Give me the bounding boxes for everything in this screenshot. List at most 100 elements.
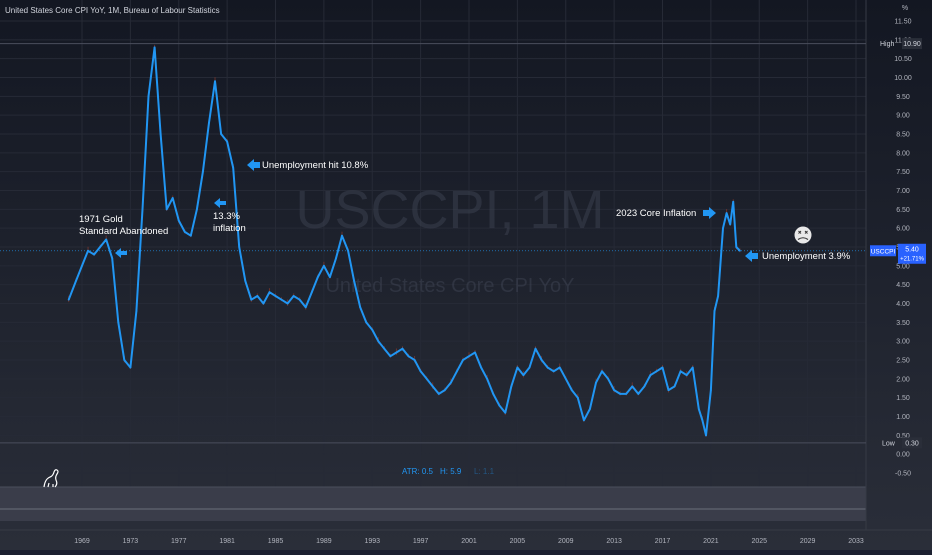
data-point xyxy=(280,298,283,301)
data-point xyxy=(335,257,337,260)
annotation-inflation[interactable]: 13.3% inflation xyxy=(213,211,246,234)
annotation-core-inflation-2023[interactable]: 2023 Core Inflation xyxy=(616,208,696,219)
data-point xyxy=(153,46,156,49)
y-tick-label: 1.00 xyxy=(896,414,910,421)
y-tick-label: 9.50 xyxy=(896,94,910,101)
data-point xyxy=(377,340,380,343)
data-point xyxy=(661,366,664,369)
y-tick-label: 0.50 xyxy=(896,433,910,440)
data-point xyxy=(347,249,349,252)
grid xyxy=(0,0,866,487)
y-tick-label: 6.00 xyxy=(896,226,910,233)
data-point xyxy=(147,95,150,98)
data-point xyxy=(425,377,428,380)
data-point xyxy=(165,208,168,211)
y-tick-label: 4.00 xyxy=(896,301,910,308)
data-point xyxy=(729,223,732,226)
data-point xyxy=(256,295,259,297)
x-tick-label: 1985 xyxy=(268,538,284,545)
data-point xyxy=(643,385,646,388)
data-point xyxy=(214,80,216,83)
time-axis[interactable]: 1969 1973 1977 1981 1985 1989 1993 1997 2001 2005… xyxy=(74,538,864,545)
data-point xyxy=(510,385,513,388)
annotation-gold[interactable]: 1971 Gold Standard Abandoned xyxy=(79,214,168,237)
arrow-right-icon xyxy=(703,207,716,219)
watermark-symbol: USCCPI, 1M xyxy=(295,180,604,240)
y-tick-label: 2.00 xyxy=(896,376,910,383)
indicator-high: H: 5.9 xyxy=(440,467,462,476)
data-point xyxy=(732,200,735,203)
annotation-unemployment-1980s[interactable]: Unemployment hit 10.8% xyxy=(262,160,369,171)
y-tick-label: 2.50 xyxy=(896,358,910,365)
arrow-left-icon xyxy=(247,159,260,171)
data-point xyxy=(504,411,507,414)
data-point xyxy=(93,253,95,256)
high-badge xyxy=(902,38,922,50)
data-point xyxy=(570,389,573,392)
data-point xyxy=(135,310,138,312)
data-point xyxy=(395,351,398,354)
data-point xyxy=(735,246,738,248)
y-tick-label: 10.00 xyxy=(894,75,912,82)
low-value: 0.30 xyxy=(905,440,919,447)
data-point xyxy=(389,355,392,358)
data-point xyxy=(99,246,102,248)
watermark-subtitle: United States Core CPI YoY xyxy=(325,275,574,297)
arrow-left-icon xyxy=(745,250,758,262)
data-point xyxy=(359,306,362,309)
y-tick-label: 7.50 xyxy=(896,169,910,176)
data-point xyxy=(419,370,422,373)
symbol-tag xyxy=(870,245,896,257)
y-tick-label: 0.00 xyxy=(896,452,910,459)
y-tick-label: 1.50 xyxy=(896,395,910,402)
data-point xyxy=(558,366,561,369)
y-tick-label: 8.00 xyxy=(896,150,910,157)
data-point xyxy=(195,208,198,211)
exploding-head-emoji-icon xyxy=(794,226,812,244)
data-point xyxy=(177,219,180,222)
data-point xyxy=(220,133,222,135)
annotation-inflation-text: 13.3% inflation xyxy=(213,211,246,234)
y-tick-label: 7.00 xyxy=(896,188,910,195)
x-tick-label: 1993 xyxy=(364,538,380,545)
indicator-low: L: 1.1 xyxy=(474,467,495,476)
annotation-gold-text: 1971 Gold Standard Abandoned xyxy=(79,214,168,237)
price-tag-value: 5.40 xyxy=(905,246,919,253)
x-tick-label: 1973 xyxy=(123,538,139,545)
low-label: Low xyxy=(882,440,896,447)
data-point xyxy=(498,404,501,407)
data-point xyxy=(443,389,446,392)
series-line-usccpi xyxy=(67,46,741,437)
price-axis-unit: % xyxy=(902,5,908,12)
x-tick-label: 2005 xyxy=(510,538,526,545)
data-point xyxy=(75,280,77,282)
data-point xyxy=(607,377,609,380)
data-point xyxy=(244,280,247,282)
data-point xyxy=(582,419,585,422)
data-point xyxy=(67,298,70,301)
data-point xyxy=(413,359,416,361)
x-tick-label: 1977 xyxy=(171,538,187,545)
data-point xyxy=(655,370,658,373)
data-point xyxy=(516,366,519,369)
data-point xyxy=(159,133,162,135)
data-point xyxy=(667,389,670,392)
annotation-unemployment-2023[interactable]: Unemployment 3.9% xyxy=(762,251,851,262)
data-point xyxy=(341,234,343,237)
data-point xyxy=(474,351,476,354)
data-point xyxy=(322,264,325,267)
data-point xyxy=(304,306,307,309)
y-tick-label: 5.00 xyxy=(896,263,910,270)
data-point xyxy=(383,347,386,350)
data-point xyxy=(286,302,289,305)
data-point xyxy=(329,276,331,279)
y-tick-label: 3.00 xyxy=(896,339,910,346)
data-point xyxy=(701,419,704,422)
data-point xyxy=(739,249,741,252)
data-point xyxy=(480,366,482,369)
data-point xyxy=(709,389,712,392)
data-point xyxy=(492,393,495,395)
data-point xyxy=(268,291,271,294)
data-point xyxy=(552,370,555,373)
